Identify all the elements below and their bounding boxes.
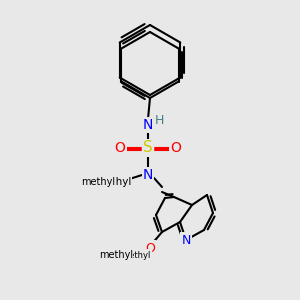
Text: methyl: methyl [81,177,115,187]
Text: O: O [145,242,155,254]
Text: N: N [143,118,153,132]
Text: methyl: methyl [121,250,151,260]
Text: H: H [154,113,164,127]
Text: O: O [171,141,182,155]
Text: methyl: methyl [95,177,131,187]
Text: methyl: methyl [99,250,133,260]
Text: N: N [143,168,153,182]
Text: N: N [181,233,191,247]
Text: S: S [143,140,153,155]
Text: O: O [115,141,125,155]
